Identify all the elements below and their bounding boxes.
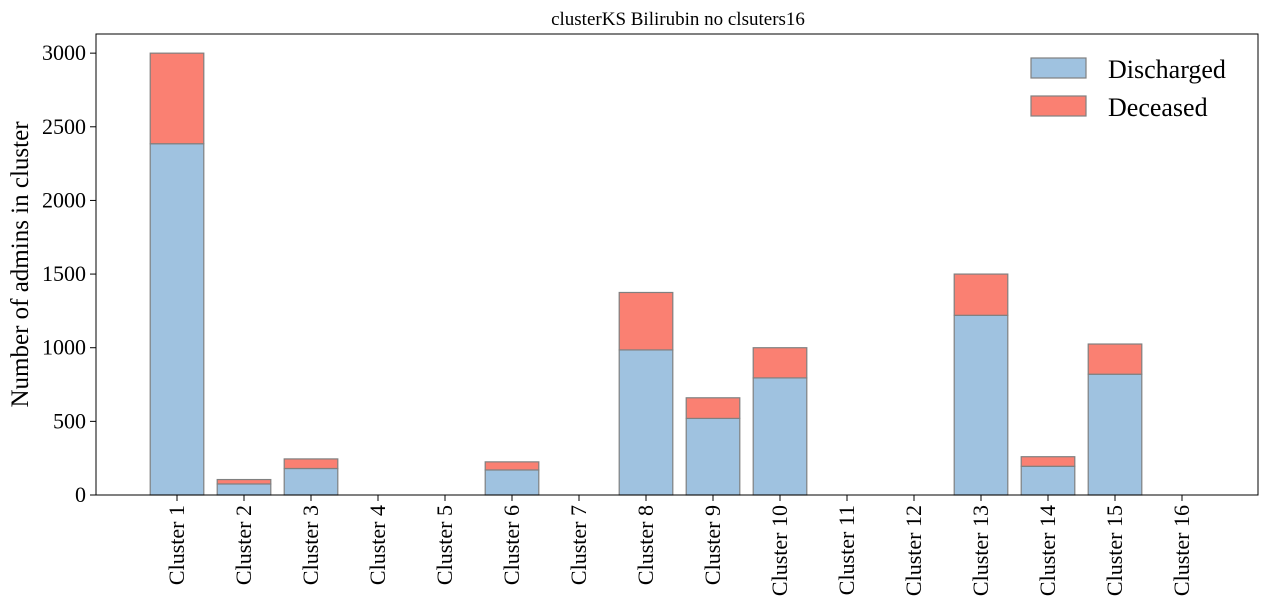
bar-discharged-3 <box>283 467 339 496</box>
x-tick-label: Cluster 10 <box>767 505 792 596</box>
x-tick-label: Cluster 15 <box>1102 505 1127 596</box>
bar-deceased-9 <box>685 397 741 420</box>
bar-discharged-13 <box>953 314 1009 496</box>
x-tick-label: Cluster 2 <box>231 505 256 585</box>
x-tick-label: Cluster 7 <box>566 505 591 585</box>
x-tick-label: Cluster 13 <box>968 505 993 596</box>
x-tick-label: Cluster 8 <box>633 505 658 585</box>
x-tick-label: Cluster 12 <box>901 505 926 596</box>
x-tick-label: Cluster 5 <box>432 505 457 585</box>
bar-discharged-14 <box>1020 465 1076 496</box>
bar-deceased-10 <box>752 347 808 379</box>
bar-discharged-2 <box>216 483 272 496</box>
y-tick-label: 500 <box>53 408 86 433</box>
plot-frame <box>95 33 1259 496</box>
x-tick-label: Cluster 14 <box>1035 505 1060 596</box>
y-tick-label: 1500 <box>42 261 86 286</box>
legend-label-deceased: Deceased <box>1108 93 1208 122</box>
bar-discharged-1 <box>149 143 205 496</box>
x-tick-label: Cluster 4 <box>365 505 390 585</box>
x-tick-label: Cluster 3 <box>298 505 323 585</box>
bar-deceased-15 <box>1087 343 1143 375</box>
legend-label-discharged: Discharged <box>1108 55 1226 84</box>
bar-discharged-9 <box>685 417 741 496</box>
y-tick-label: 0 <box>75 482 86 507</box>
y-tick-label: 2500 <box>42 114 86 139</box>
bar-deceased-14 <box>1020 456 1076 467</box>
bar-deceased-8 <box>618 291 674 351</box>
y-axis-ticks: 0 500 1000 1500 2000 2500 3000 <box>42 40 96 507</box>
x-tick-label: Cluster 1 <box>164 505 189 585</box>
bar-deceased-13 <box>953 273 1009 316</box>
x-tick-label: Cluster 11 <box>834 505 859 595</box>
y-tick-label: 3000 <box>42 40 86 65</box>
legend-swatch-discharged <box>1030 57 1087 79</box>
bars-layer <box>149 52 1143 496</box>
bar-discharged-15 <box>1087 373 1143 496</box>
chart-title: clusterKS Bilirubin no clsuters16 <box>551 9 805 30</box>
bar-deceased-6 <box>484 461 540 471</box>
x-axis-ticks: Cluster 1 Cluster 2 Cluster 3 Cluster 4 Clus… <box>164 495 1194 596</box>
bar-discharged-8 <box>618 349 674 496</box>
x-tick-label: Cluster 6 <box>499 505 524 585</box>
y-tick-label: 1000 <box>42 335 86 360</box>
x-tick-label: Cluster 9 <box>700 505 725 585</box>
bar-deceased-2 <box>216 478 272 485</box>
x-tick-label: Cluster 16 <box>1169 505 1194 596</box>
legend: Discharged Deceased <box>1030 55 1226 122</box>
y-axis-label: Number of admins in cluster <box>7 121 34 408</box>
bar-discharged-6 <box>484 469 540 496</box>
bar-discharged-10 <box>752 377 808 496</box>
legend-swatch-deceased <box>1030 95 1087 117</box>
y-tick-label: 2000 <box>42 187 86 212</box>
bar-deceased-3 <box>283 458 339 470</box>
bar-deceased-1 <box>149 52 205 145</box>
